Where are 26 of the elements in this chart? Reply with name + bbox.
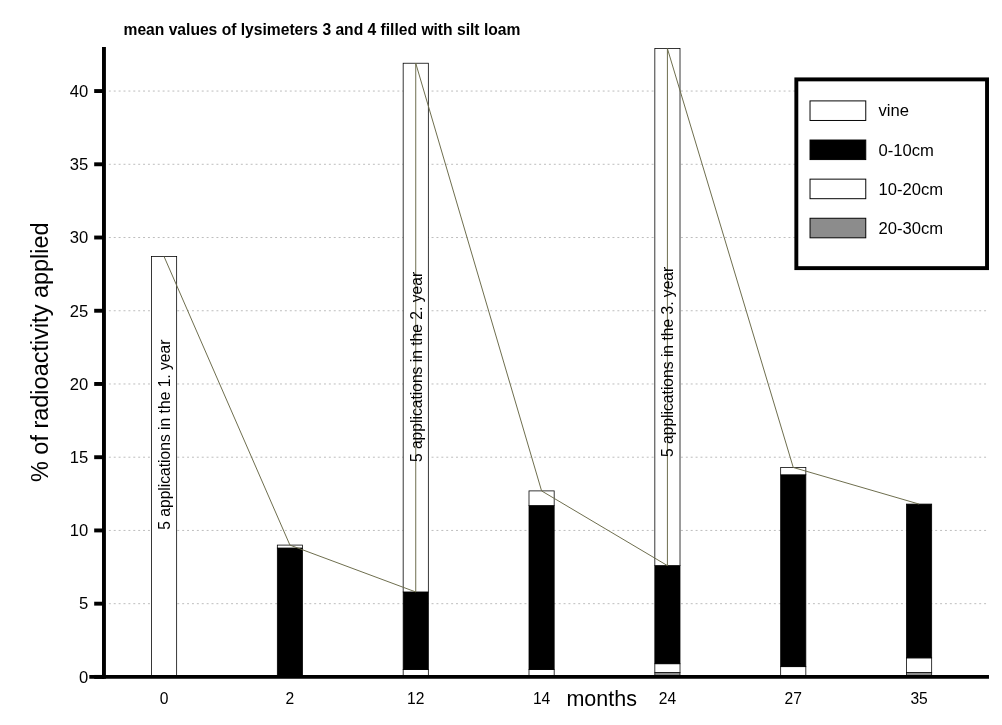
x-tick-label: 14	[532, 690, 551, 708]
annotation: 5 applications in the 1. year	[155, 339, 173, 530]
x-tick-label: 24	[658, 690, 677, 708]
annotation: 5 applications in the 2. year	[407, 271, 425, 463]
y-tick-label: 0	[79, 667, 89, 687]
x-tick-label: 12	[407, 690, 425, 708]
legend-label: 10-20cm	[878, 179, 944, 199]
legend-label: vine	[878, 101, 909, 121]
y-tick-label: 20	[69, 374, 89, 394]
y-tick-label: 30	[69, 228, 89, 248]
y-tick-label: 25	[69, 301, 89, 321]
x-axis-title: months	[566, 687, 637, 712]
y-tick-label: 35	[69, 155, 89, 175]
y-tick-label: 5	[79, 594, 89, 614]
x-tick-label: 27	[784, 690, 802, 708]
y-axis-title: % of radioactivity applied	[27, 222, 54, 483]
x-tick-label: 0	[159, 690, 169, 708]
y-tick-label: 40	[69, 81, 89, 101]
x-tick-label: 35	[910, 690, 929, 708]
legend-label: 0-10cm	[878, 140, 934, 160]
legend-label: 20-30cm	[878, 218, 944, 238]
y-tick-label: 10	[69, 521, 89, 541]
annotation: 5 applications in the 3. year	[659, 266, 677, 457]
chart-title: mean values of lysimeters 3 and 4 filled with silt loam	[123, 21, 521, 39]
x-tick-label: 2	[285, 690, 295, 708]
y-tick-label: 15	[69, 448, 89, 468]
